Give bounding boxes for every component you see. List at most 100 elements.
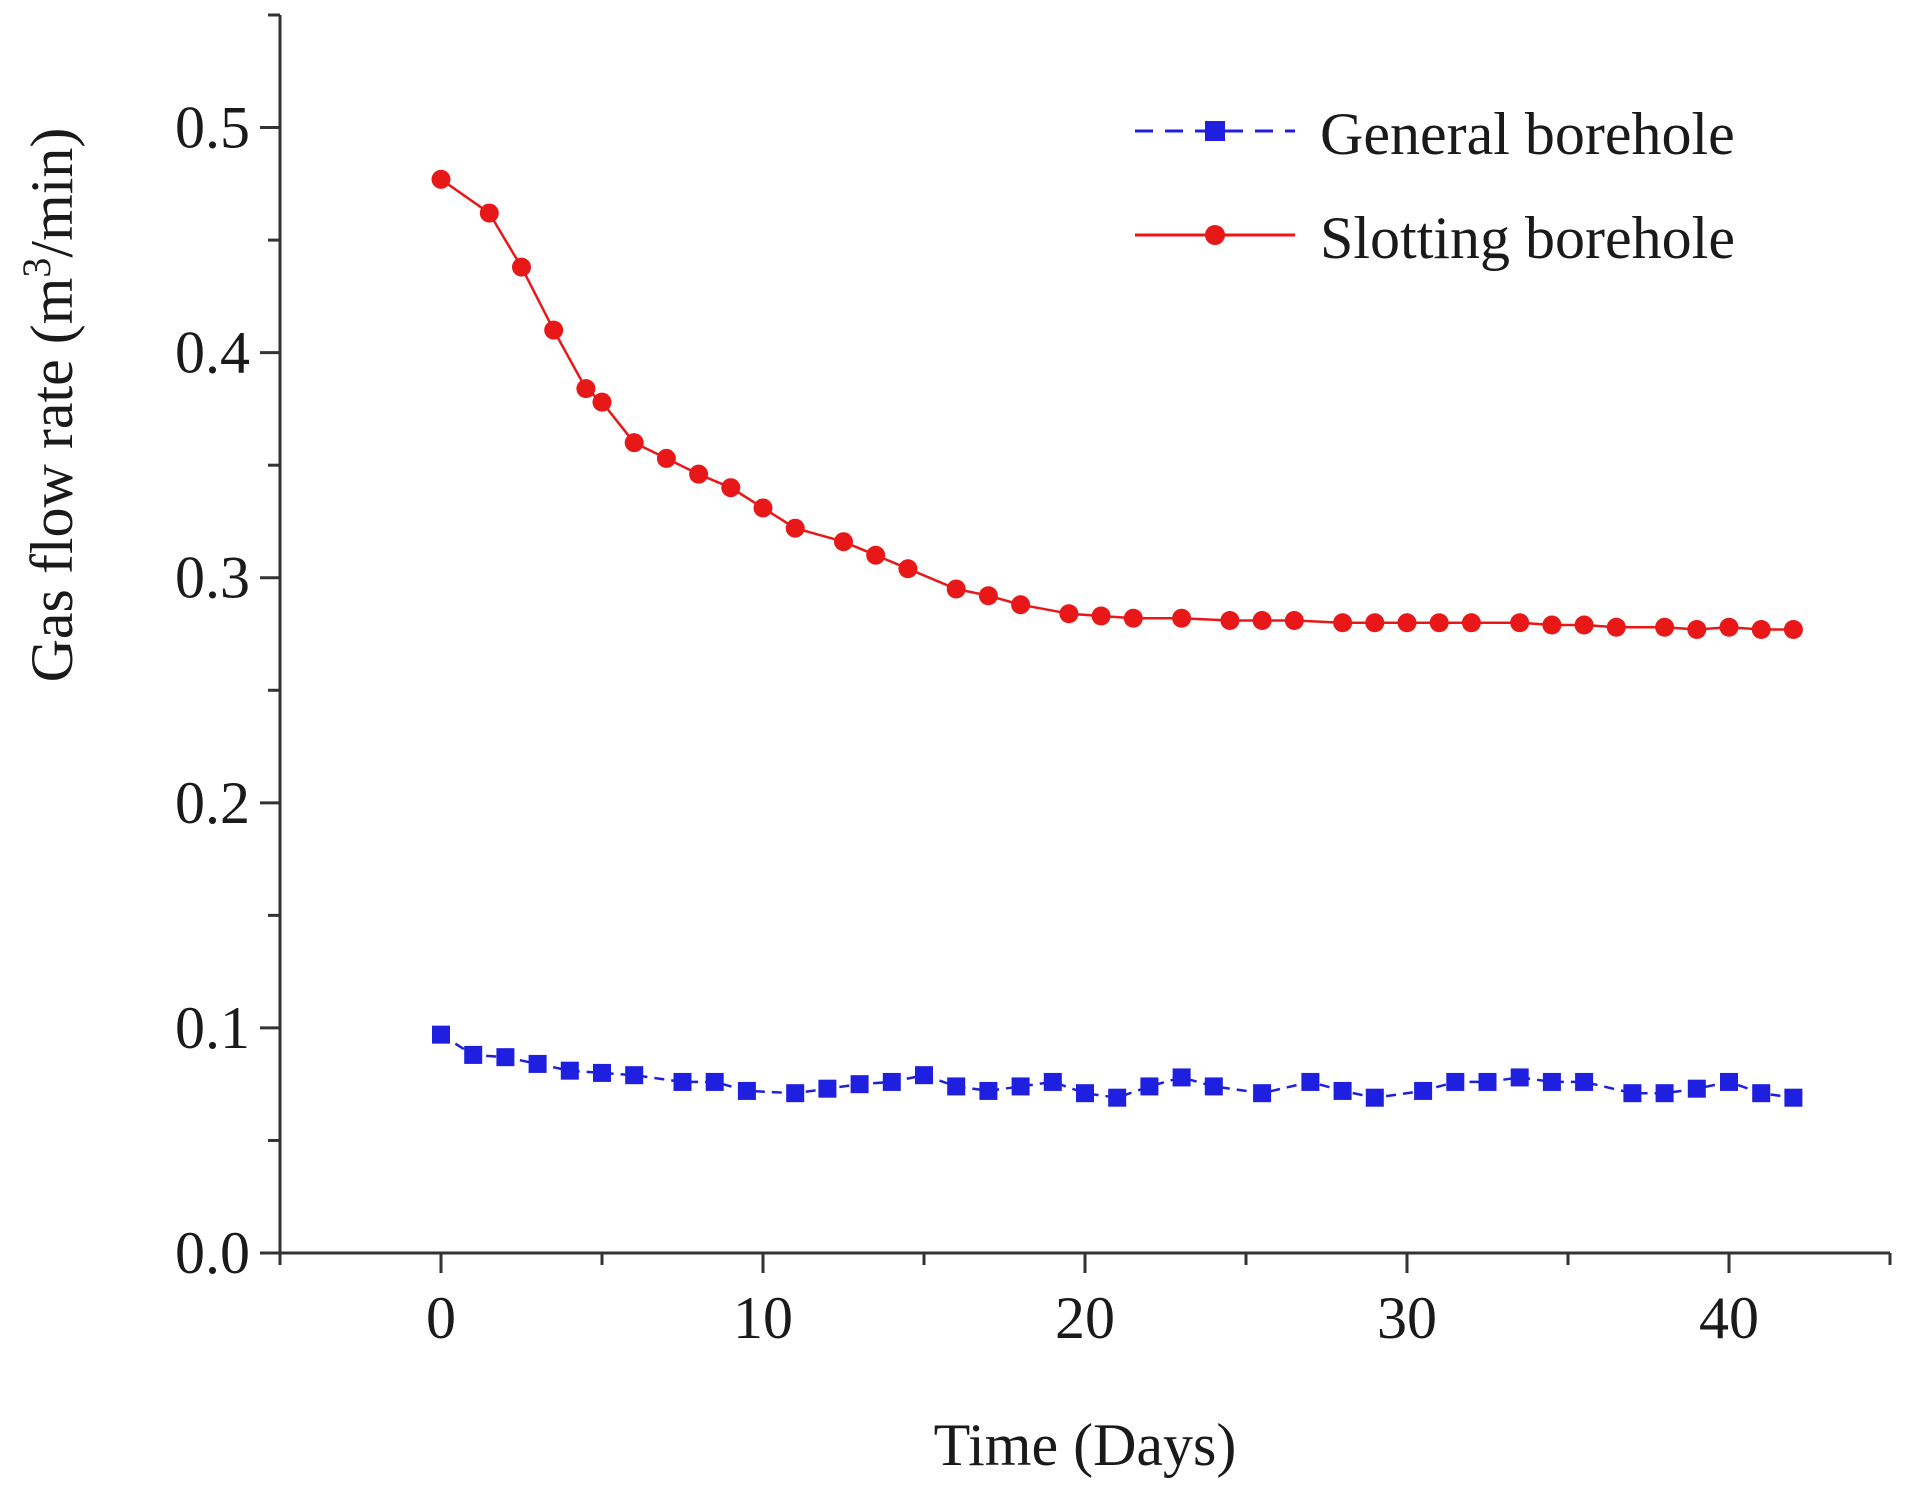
- data-point: [834, 532, 853, 552]
- data-point: [1172, 608, 1192, 628]
- data-point: [1542, 615, 1562, 635]
- x-tick-label: 30: [1377, 1285, 1437, 1351]
- legend-marker-slotting: [1205, 225, 1225, 245]
- y-axis-title-end: /min): [19, 128, 85, 258]
- data-point: [1606, 617, 1626, 637]
- data-point: [785, 518, 805, 538]
- data-point: [479, 203, 499, 223]
- data-point: [1446, 1072, 1465, 1091]
- y-tick-label: 0.2: [175, 770, 250, 836]
- data-point: [978, 586, 998, 606]
- data-point: [464, 1045, 483, 1064]
- x-tick-label: 10: [733, 1285, 793, 1351]
- y-tick-label: 0.5: [175, 95, 250, 161]
- data-point: [496, 1048, 515, 1067]
- data-point: [625, 1066, 644, 1085]
- data-point: [656, 448, 676, 468]
- legend-entry-slotting: Slotting borehole: [1135, 205, 1735, 271]
- data-point: [1575, 1072, 1594, 1091]
- data-point: [737, 1081, 756, 1100]
- y-axis-title-main: Gas flow rate (m: [19, 278, 85, 683]
- y-axis-title: Gas flow rate (m3/min): [14, 128, 85, 683]
- x-tick-label: 0: [426, 1285, 456, 1351]
- data-point: [689, 464, 709, 484]
- legend-label-slotting: Slotting borehole: [1320, 205, 1735, 271]
- x-axis-title: Time (Days): [934, 1412, 1237, 1478]
- data-point: [1623, 1084, 1642, 1103]
- data-point: [1301, 1072, 1320, 1091]
- data-point: [1720, 1072, 1738, 1091]
- data-point: [1333, 613, 1353, 633]
- data-point: [1333, 1081, 1352, 1100]
- data-point: [1220, 610, 1240, 630]
- data-point: [1687, 1079, 1706, 1098]
- data-point: [432, 1025, 450, 1044]
- data-point: [1076, 1084, 1094, 1103]
- data-point: [673, 1072, 692, 1091]
- data-point: [1414, 1081, 1433, 1100]
- data-point: [1655, 617, 1675, 637]
- data-point: [1751, 619, 1771, 639]
- x-tick-label: 20: [1055, 1285, 1115, 1351]
- series-line: [440, 1033, 1794, 1099]
- data-point: [1784, 1088, 1803, 1107]
- y-tick-label: 0.3: [175, 545, 250, 611]
- data-point: [882, 1072, 901, 1091]
- data-point: [1783, 619, 1803, 639]
- data-point: [1123, 608, 1143, 628]
- data-point: [528, 1054, 547, 1073]
- y-tick-label: 0.0: [175, 1220, 250, 1286]
- data-point: [593, 1063, 611, 1082]
- data-point: [1461, 613, 1481, 633]
- data-point: [1687, 619, 1707, 639]
- data-point: [1252, 610, 1272, 630]
- legend-entry-general: General borehole: [1135, 101, 1735, 167]
- legend: General borehole Slotting borehole: [1135, 101, 1735, 271]
- data-point: [1365, 613, 1385, 633]
- data-point: [1719, 617, 1739, 637]
- y-axis-title-sup: 3: [14, 258, 59, 278]
- data-point: [1397, 613, 1417, 633]
- x-tick-label: 40: [1699, 1285, 1759, 1351]
- data-point: [866, 545, 886, 565]
- data-point: [947, 1077, 966, 1096]
- y-tick-label: 0.4: [175, 320, 250, 386]
- data-point: [1204, 1077, 1223, 1096]
- data-point: [721, 478, 741, 498]
- data-point: [753, 498, 773, 518]
- data-point: [560, 1061, 579, 1080]
- series-general-borehole: [432, 1025, 1803, 1107]
- data-point: [915, 1066, 933, 1085]
- data-point: [512, 257, 531, 277]
- data-point: [1011, 1077, 1030, 1096]
- data-point: [592, 392, 612, 412]
- data-point: [946, 579, 966, 599]
- data-point: [898, 559, 918, 579]
- data-point: [850, 1075, 869, 1094]
- data-point: [979, 1081, 998, 1100]
- data-point: [1478, 1072, 1497, 1091]
- x-ticks: 0 10 20 30 40: [278, 1253, 1892, 1351]
- data-point: [1542, 1072, 1561, 1091]
- data-point: [1284, 610, 1304, 630]
- data-point: [705, 1072, 724, 1091]
- axes: [278, 15, 1890, 1255]
- data-point: [1172, 1068, 1191, 1087]
- y-tick-label: 0.1: [175, 995, 250, 1061]
- legend-marker-general: [1205, 121, 1225, 141]
- data-point: [1253, 1084, 1272, 1103]
- data-point: [1365, 1088, 1384, 1107]
- series-layer: [431, 169, 1803, 1107]
- legend-label-general: General borehole: [1320, 101, 1735, 167]
- series-slotting-borehole: [431, 169, 1803, 639]
- data-point: [1091, 606, 1111, 626]
- data-point: [786, 1084, 805, 1103]
- data-point: [576, 379, 596, 399]
- y-ticks: 0.0 0.1 0.2 0.3 0.4 0.5: [175, 13, 280, 1286]
- data-point: [624, 433, 644, 453]
- data-point: [1011, 595, 1031, 615]
- data-point: [1655, 1084, 1674, 1103]
- data-point: [544, 320, 564, 340]
- data-point: [1059, 604, 1079, 624]
- data-point: [1140, 1077, 1159, 1096]
